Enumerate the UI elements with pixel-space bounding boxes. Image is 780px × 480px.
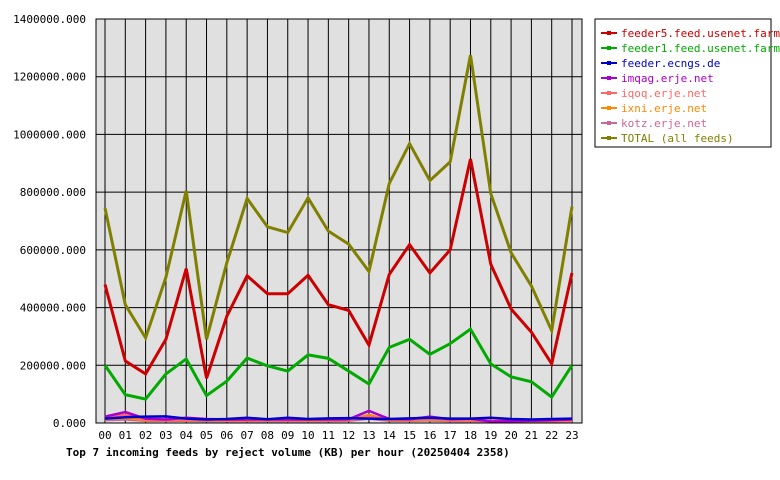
x-tick-label: 23 <box>565 429 578 442</box>
series-line <box>103 158 574 379</box>
y-tick-label: 400000.000 <box>20 302 86 315</box>
x-tick-label: 02 <box>139 429 152 442</box>
legend-box <box>594 18 772 148</box>
legend-marker <box>607 91 611 95</box>
y-tick-label: 600000.000 <box>20 244 86 257</box>
series-line <box>103 327 574 401</box>
legend-label: ixni.erje.net <box>621 102 707 115</box>
legend-label: kotz.erje.net <box>621 117 707 130</box>
legend-label: imqag.erje.net <box>621 72 714 85</box>
x-tick-label: 13 <box>362 429 375 442</box>
legend-label: TOTAL (all feeds) <box>621 132 734 145</box>
x-tick-label: 19 <box>484 429 497 442</box>
series-line <box>103 54 574 342</box>
x-tick-label: 03 <box>159 429 172 442</box>
x-tick-label: 07 <box>241 429 254 442</box>
y-tick-label: 800000.000 <box>20 186 86 199</box>
legend-marker <box>607 61 611 65</box>
y-tick-labels: 0.000 200000.000 400000.000 600000.000 80000… <box>13 13 86 430</box>
y-tick-label: 1000000.000 <box>13 128 86 141</box>
y-tick-label: 1400000.000 <box>13 13 86 26</box>
x-tick-label: 06 <box>220 429 233 442</box>
y-tick-label: 0.000 <box>53 417 86 430</box>
legend-label: feeder5.feed.usenet.farm <box>621 27 780 40</box>
x-tick-labels: 00 01 02 03 04 05 06 07 08 09 10 11 12 13 14 15 16 17 18 19… <box>98 429 578 442</box>
x-tick-label: 09 <box>281 429 294 442</box>
x-tick-label: 20 <box>504 429 517 442</box>
x-tick-label: 17 <box>444 429 457 442</box>
x-tick-label: 21 <box>525 429 538 442</box>
x-tick-label: 12 <box>342 429 355 442</box>
x-tick-label: 15 <box>403 429 416 442</box>
x-tick-label: 18 <box>464 429 477 442</box>
legend-label: iqoq.erje.net <box>621 87 707 100</box>
x-tick-label: 08 <box>261 429 274 442</box>
chart-title: Top 7 incoming feeds by reject volume (K… <box>66 446 510 459</box>
legend-marker <box>607 136 611 140</box>
x-tick-label: 22 <box>545 429 558 442</box>
legend: feeder5.feed.usenet.farm feeder1.feed.use… <box>601 27 780 145</box>
x-tick-label: 14 <box>383 429 397 442</box>
legend-marker <box>607 121 611 125</box>
legend-marker <box>607 46 611 50</box>
legend-label: feeder1.feed.usenet.farm <box>621 42 780 55</box>
x-tick-label: 05 <box>200 429 213 442</box>
x-tick-label: 11 <box>322 429 335 442</box>
x-tick-label: 04 <box>180 429 194 442</box>
legend-marker <box>607 106 611 110</box>
legend-marker <box>607 76 611 80</box>
plot-frame <box>95 18 583 424</box>
x-tick-label: 00 <box>98 429 111 442</box>
x-tick-label: 16 <box>423 429 436 442</box>
legend-marker <box>607 31 611 35</box>
x-tick-label: 01 <box>119 429 132 442</box>
plot-background <box>96 19 582 423</box>
series-line <box>104 415 573 421</box>
legend-label: feeder.ecngs.de <box>621 57 720 70</box>
x-tick-label: 10 <box>301 429 314 442</box>
y-tick-label: 1200000.000 <box>13 71 86 84</box>
y-tick-label: 200000.000 <box>20 359 86 372</box>
series-lines <box>103 54 574 423</box>
